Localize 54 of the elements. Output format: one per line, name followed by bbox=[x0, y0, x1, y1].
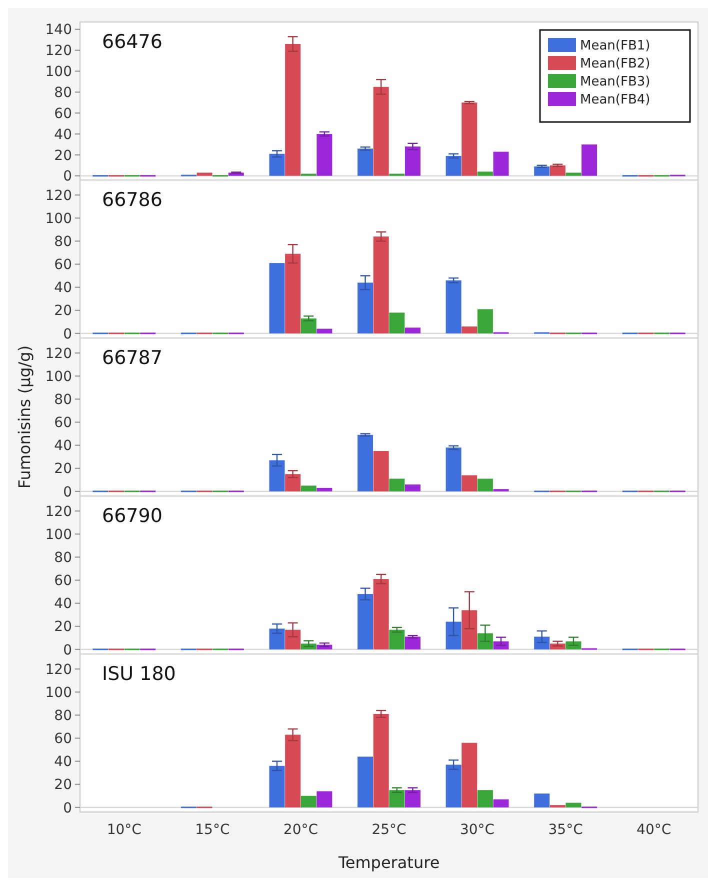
y-tick-label: 120 bbox=[45, 504, 72, 520]
text: ISU 180 bbox=[102, 663, 176, 685]
legend-label: Mean(FB1) bbox=[580, 38, 650, 54]
text: 66476 bbox=[102, 31, 162, 53]
y-tick-label: 40 bbox=[54, 126, 72, 143]
y-tick-label: 80 bbox=[54, 392, 72, 408]
x-tick-label: 10°C bbox=[106, 822, 142, 838]
y-tick-label: 120 bbox=[45, 346, 72, 362]
y-tick-label: 20 bbox=[54, 619, 72, 636]
text: 66786 bbox=[102, 189, 162, 211]
y-tick-label: 60 bbox=[54, 257, 72, 274]
y-tick-label: 20 bbox=[54, 303, 72, 320]
legend-label: Mean(FB4) bbox=[580, 92, 650, 108]
x-tick-label: 20°C bbox=[283, 822, 318, 838]
y-axis-title: Fumonisins (µg/g) bbox=[15, 345, 34, 489]
y-tick-label: 120 bbox=[45, 43, 72, 60]
y-tick-label: 0 bbox=[63, 326, 72, 342]
x-tick-label: 40°C bbox=[636, 822, 672, 838]
x-tick-label: 35°C bbox=[548, 822, 584, 838]
y-tick-label: 100 bbox=[45, 684, 72, 701]
y-tick-label: 40 bbox=[54, 596, 72, 612]
x-tick-label: 25°C bbox=[372, 822, 407, 838]
y-tick-label: 120 bbox=[45, 188, 72, 204]
x-tick-label: 30°C bbox=[460, 822, 495, 838]
y-tick-label: 100 bbox=[45, 368, 72, 385]
y-tick-label: 120 bbox=[45, 662, 72, 678]
legend-label: Mean(FB3) bbox=[580, 74, 650, 90]
y-tick-label: 60 bbox=[54, 573, 72, 590]
y-tick-label: 80 bbox=[54, 550, 72, 566]
y-tick-label: 20 bbox=[54, 461, 72, 478]
y-tick-label: 40 bbox=[54, 754, 72, 770]
y-tick-label: 60 bbox=[54, 106, 72, 122]
y-tick-label: 0 bbox=[63, 800, 72, 816]
y-tick-label: 40 bbox=[54, 280, 72, 296]
legend-label: Mean(FB2) bbox=[580, 56, 650, 72]
y-tick-label: 0 bbox=[63, 484, 72, 500]
text: 66790 bbox=[102, 505, 162, 527]
y-tick-label: 140 bbox=[45, 22, 72, 38]
y-tick-label: 20 bbox=[54, 148, 72, 164]
y-tick-label: 0 bbox=[63, 168, 72, 185]
y-tick-label: 100 bbox=[45, 64, 72, 80]
y-tick-label: 100 bbox=[45, 526, 72, 543]
x-axis-title: Temperature bbox=[337, 853, 440, 872]
y-tick-label: 20 bbox=[54, 777, 72, 794]
y-tick-label: 60 bbox=[54, 415, 72, 432]
x-tick-label: 15°C bbox=[195, 822, 230, 838]
y-tick-label: 60 bbox=[54, 731, 72, 748]
y-tick-label: 40 bbox=[54, 438, 72, 454]
text: 66787 bbox=[102, 347, 162, 369]
y-tick-label: 80 bbox=[54, 85, 72, 102]
y-tick-label: 100 bbox=[45, 210, 72, 227]
y-tick-label: 0 bbox=[63, 642, 72, 658]
y-tick-label: 80 bbox=[54, 708, 72, 724]
y-tick-label: 80 bbox=[54, 234, 72, 250]
